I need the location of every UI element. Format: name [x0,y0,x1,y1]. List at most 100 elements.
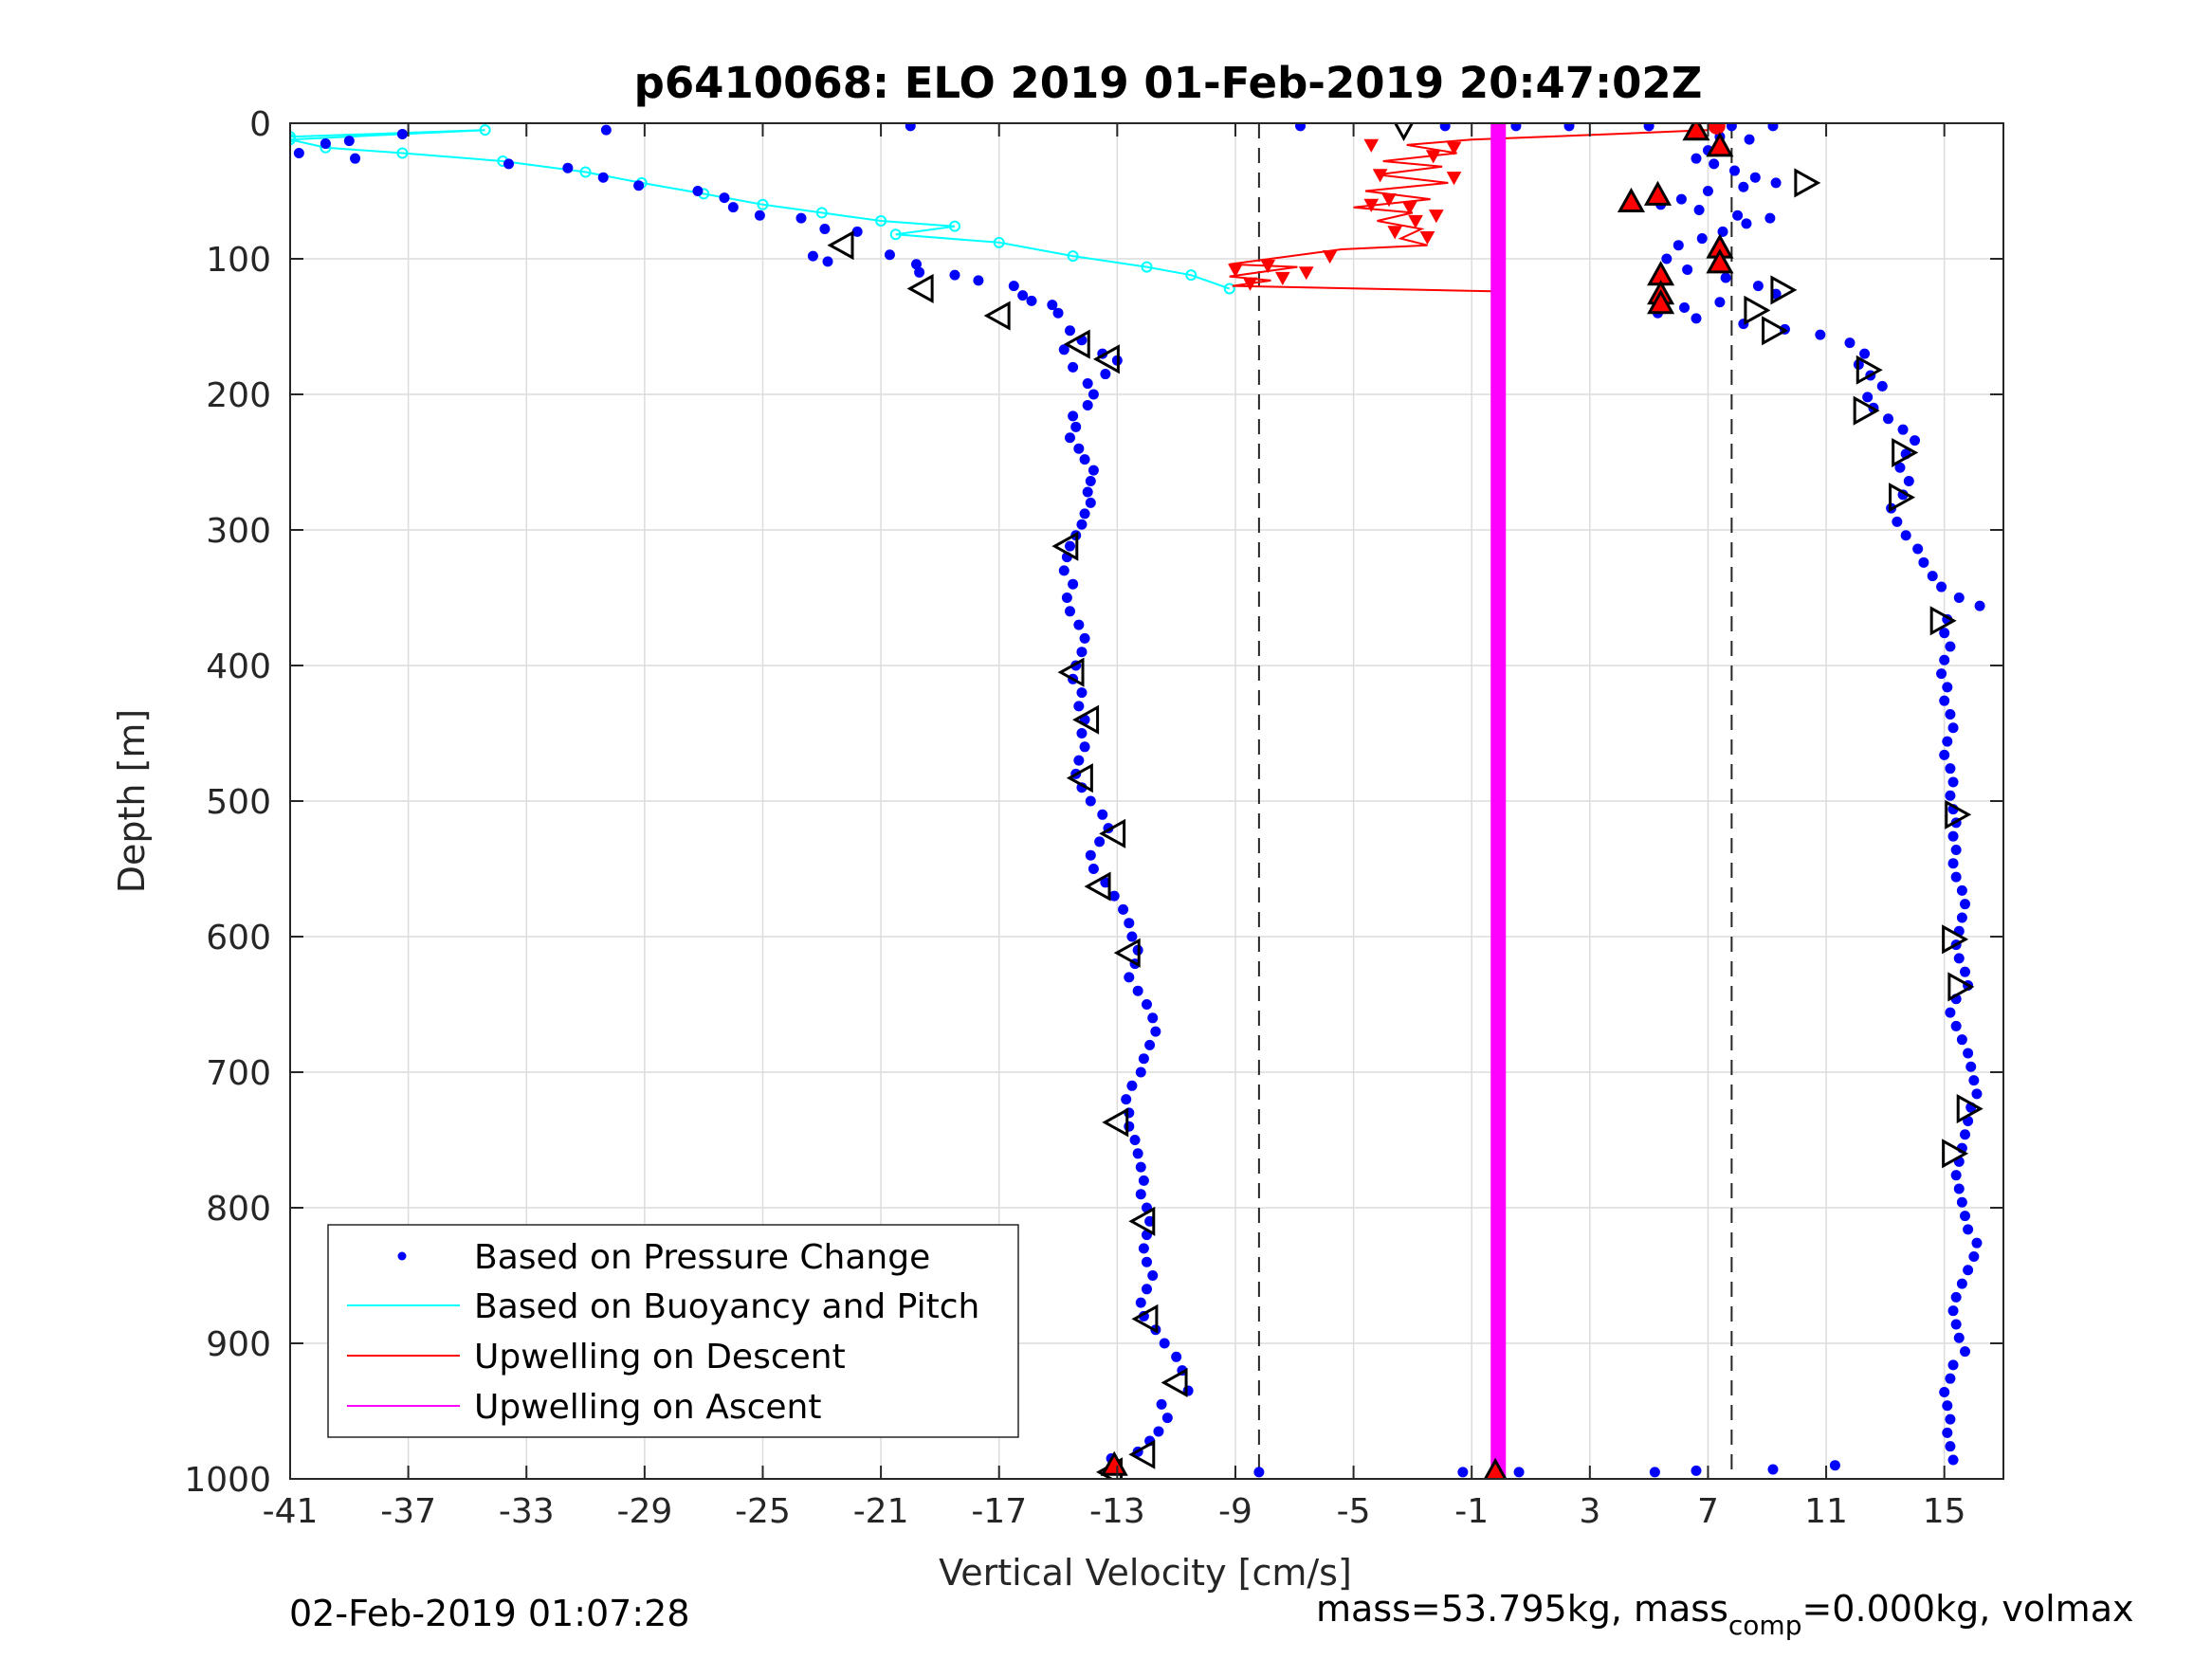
legend-label-buoyancy: Based on Buoyancy and Pitch [474,1287,979,1326]
y-tick-label: 100 [206,241,271,280]
pressure-change-point [1064,325,1075,337]
pressure-change-point [1696,233,1708,245]
footer-mass-text: mass=53.795kg, mass [1316,1588,1728,1630]
buoyancy-pitch-point [757,198,769,210]
pressure-change-point [1159,1338,1170,1349]
filled-triangle-marker [1647,289,1675,315]
pressure-change-point [1085,795,1096,807]
filled-triangle-marker [1617,187,1645,213]
pressure-change-point [1859,348,1871,359]
upwelling-descent-marker [1428,210,1444,224]
pressure-change-point [1073,619,1085,630]
buoyancy-pitch-point [479,124,491,137]
pressure-change-point [1897,424,1909,435]
pressure-change-point [1070,421,1082,432]
y-tick-label: 500 [206,783,271,822]
open-triangle-marker [1057,657,1085,687]
pressure-change-point [1764,212,1776,224]
pressure-change-point [1124,918,1135,929]
buoyancy-pitch-point [579,166,592,178]
pressure-change-point [1927,571,1938,582]
pressure-change-point [1064,540,1075,552]
x-tick-label: -29 [616,1492,672,1531]
chart-title: p6410068: ELO 2019 01-Feb-2019 20:47:02Z [634,58,1703,108]
open-triangle-marker [1744,295,1771,325]
x-tick-label: -41 [263,1492,319,1531]
pressure-change-point [1161,1413,1173,1424]
x-tick-label: 15 [1923,1492,1966,1531]
pressure-change-point [1073,443,1085,454]
y-tick-label: 300 [206,512,271,551]
open-triangle-marker [1072,704,1100,735]
pressure-change-point [1738,181,1749,192]
upwelling-descent-marker [1228,264,1243,278]
filled-triangle-marker [1643,180,1673,206]
pressure-change-point [1673,240,1684,251]
pressure-change-point [727,202,739,213]
pressure-change-point [600,124,612,136]
pressure-change-point [396,128,408,139]
x-tick-label: 3 [1579,1492,1600,1531]
upwelling-descent-marker [1242,277,1258,291]
pressure-change-point [1510,123,1522,132]
pressure-change-point [1945,1373,1956,1384]
legend: Based on Pressure Change Based on Buoyan… [327,1224,1019,1438]
pressure-change-point [1144,1039,1156,1050]
pressure-change-point [1126,1080,1138,1091]
pressure-change-point [1295,123,1307,132]
pressure-change-point [1752,281,1764,292]
y-tick-label: 200 [206,376,271,415]
pressure-change-point [633,180,645,191]
pressure-change-point [1171,1351,1182,1362]
buoyancy-pitch-point [948,220,960,232]
pressure-change-point [851,226,863,237]
open-triangle-marker [1945,799,1972,830]
pressure-change-point [1156,1398,1167,1410]
upwelling-descent-marker [1425,150,1441,164]
pressure-change-point [1088,864,1099,874]
pressure-change-point [1767,123,1779,132]
pressure-change-point [1882,413,1893,425]
pressure-change-point [1073,701,1085,712]
pressure-change-point [949,269,960,281]
open-triangle-marker [1066,763,1093,793]
x-tick-label: -33 [499,1492,555,1531]
pressure-change-point [1876,380,1888,392]
filled-triangle-marker [1706,248,1734,274]
pressure-change-point [1118,903,1129,915]
pressure-change-point [1939,695,1950,706]
pressure-change-point [1947,1454,1959,1466]
pressure-change-point [1720,272,1731,283]
pressure-change-point [1953,1183,1965,1194]
pressure-change-point [1862,392,1874,403]
pressure-change-point [1956,912,1967,923]
pressure-change-point [1661,253,1673,264]
pressure-change-point [1959,966,1970,977]
pressure-change-point [1088,465,1099,476]
pressure-change-point [1936,581,1947,592]
pressure-change-point [1945,1007,1956,1018]
pressure-change-point [1142,1284,1152,1295]
pressure-change-point [1068,410,1079,422]
pressure-change-point [1082,378,1093,390]
upwelling-descent-marker [1446,172,1462,186]
y-tick-label: 700 [206,1054,271,1093]
legend-box [327,1224,1019,1438]
pressure-change-point [1959,1129,1970,1140]
buoyancy-pitch-point [1223,283,1235,295]
open-triangle-marker [906,273,934,304]
y-tick-label: 1000 [184,1461,271,1500]
pressure-change-point [1138,1175,1149,1186]
pressure-change-point [1829,1460,1840,1471]
filled-circle-marker [1708,123,1726,135]
x-tick-label: -13 [1089,1492,1145,1531]
pressure-change-point [1968,1250,1980,1262]
pressure-change-point [1947,830,1959,842]
legend-label-pressure: Based on Pressure Change [474,1238,930,1277]
pressure-change-point [1956,1196,1967,1208]
pressure-change-point [1968,1075,1980,1086]
pressure-change-point [1088,389,1099,400]
pressure-change-point [1942,736,1953,747]
pressure-change-point [1076,647,1088,658]
